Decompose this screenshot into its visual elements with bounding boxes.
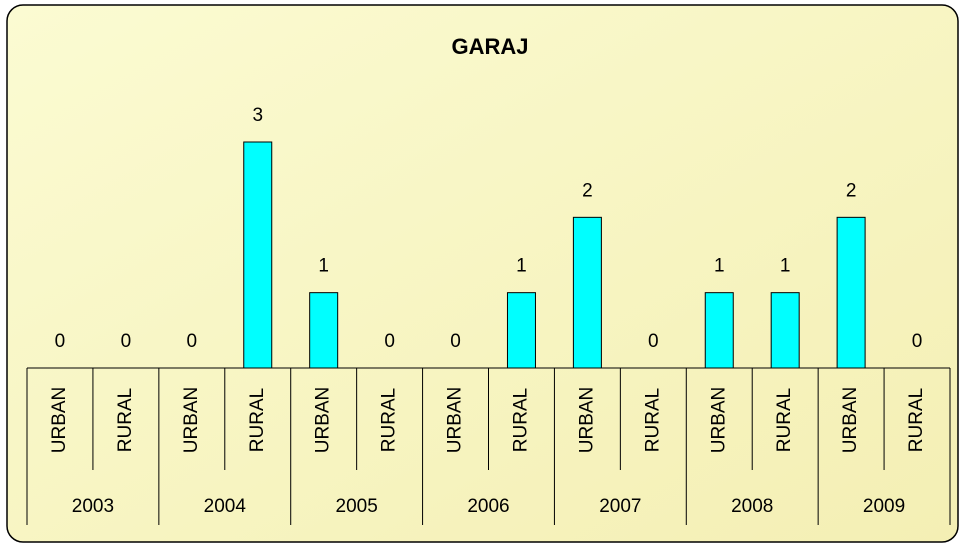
data-label: 1 xyxy=(714,256,725,277)
group-label: 2005 xyxy=(336,496,378,517)
bar xyxy=(770,292,800,369)
data-label: 0 xyxy=(648,331,659,352)
data-label: 2 xyxy=(846,180,857,201)
bar xyxy=(836,216,866,369)
x-tick-label: RURAL xyxy=(642,388,663,452)
bar xyxy=(704,292,734,369)
data-label: 0 xyxy=(912,331,923,352)
bar xyxy=(309,292,339,369)
x-tick-label: URBAN xyxy=(181,387,202,454)
x-tick-label: RURAL xyxy=(247,388,268,452)
chart-frame xyxy=(6,4,959,543)
x-tick-label: RURAL xyxy=(510,388,531,452)
group-label: 2003 xyxy=(72,496,114,517)
bar xyxy=(243,141,273,369)
data-label: 1 xyxy=(780,256,791,277)
data-label: 0 xyxy=(187,331,198,352)
data-label: 0 xyxy=(55,331,66,352)
x-tick-label: URBAN xyxy=(576,387,597,454)
x-tick-label: URBAN xyxy=(840,387,861,454)
group-label: 2006 xyxy=(467,496,509,517)
group-label: 2008 xyxy=(731,496,773,517)
bar xyxy=(506,292,536,369)
x-tick-label: URBAN xyxy=(49,387,70,454)
data-label: 3 xyxy=(252,105,263,126)
x-tick-label: RURAL xyxy=(379,388,400,452)
data-label: 1 xyxy=(516,256,527,277)
x-tick-label: RURAL xyxy=(115,388,136,452)
group-label: 2009 xyxy=(863,496,905,517)
bar xyxy=(572,216,602,369)
group-label: 2007 xyxy=(599,496,641,517)
x-tick-label: URBAN xyxy=(708,387,729,454)
data-label: 0 xyxy=(384,331,395,352)
group-label: 2004 xyxy=(204,496,247,517)
data-label: 1 xyxy=(318,256,329,277)
x-tick-label: RURAL xyxy=(906,388,927,452)
data-label: 0 xyxy=(121,331,132,352)
x-tick-label: URBAN xyxy=(445,387,466,454)
data-label: 0 xyxy=(450,331,461,352)
x-tick-label: RURAL xyxy=(774,388,795,452)
chart-title: GARAJ xyxy=(451,34,528,59)
data-label: 2 xyxy=(582,180,593,201)
x-tick-label: URBAN xyxy=(313,387,334,454)
